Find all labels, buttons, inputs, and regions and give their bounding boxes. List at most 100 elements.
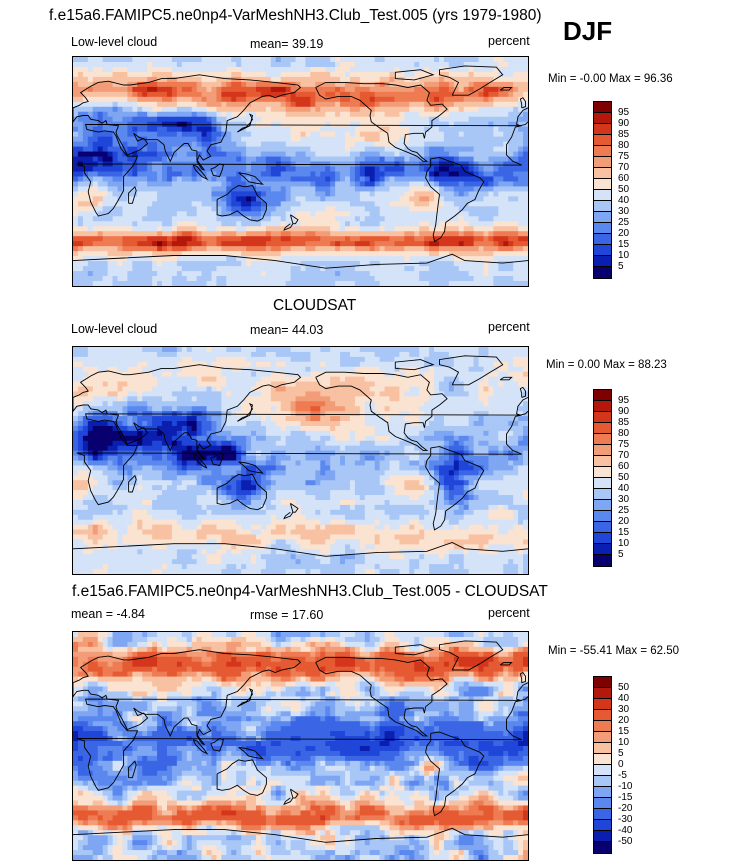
heatmap-cell xyxy=(290,361,297,368)
heatmap-cell xyxy=(419,141,425,148)
heatmap-cell xyxy=(231,261,237,267)
heatmap-cell xyxy=(473,181,480,188)
heatmap-cell xyxy=(107,171,114,178)
heatmap-cell xyxy=(147,151,153,158)
heatmap-cell xyxy=(458,151,465,158)
heatmap-cell xyxy=(458,57,465,63)
heatmap-cell xyxy=(488,96,494,103)
heatmap-cell xyxy=(102,251,109,257)
heatmap-cell xyxy=(117,86,124,93)
heatmap-cell xyxy=(82,191,89,197)
heatmap-cell xyxy=(275,231,282,237)
panel-2-units-label: percent xyxy=(488,320,530,334)
heatmap-cell xyxy=(201,206,208,212)
heatmap-cell xyxy=(508,161,514,168)
heatmap-cell xyxy=(429,101,435,108)
heatmap-cell xyxy=(87,57,94,63)
heatmap-cell xyxy=(241,201,247,207)
heatmap-cell xyxy=(162,71,168,78)
heatmap-cell xyxy=(127,271,133,277)
heatmap-cell xyxy=(82,76,89,83)
heatmap-cell xyxy=(265,376,272,383)
heatmap-cell xyxy=(305,226,311,232)
heatmap-cell xyxy=(270,166,277,173)
heatmap-cell xyxy=(493,106,499,113)
heatmap-cell xyxy=(285,116,292,123)
heatmap-cell xyxy=(92,371,99,378)
heatmap-cell xyxy=(206,251,213,257)
heatmap-cell xyxy=(379,281,386,286)
heatmap-cell xyxy=(196,146,203,153)
heatmap-cell xyxy=(389,361,396,368)
heatmap-cell xyxy=(280,281,287,286)
heatmap-cell xyxy=(270,191,277,197)
heatmap-cell xyxy=(438,106,445,113)
heatmap-cell xyxy=(226,166,232,173)
heatmap-cell xyxy=(488,126,494,133)
heatmap-cell xyxy=(275,71,282,78)
heatmap-cell xyxy=(196,251,203,257)
heatmap-cell xyxy=(448,271,455,277)
heatmap-cell xyxy=(137,151,143,158)
heatmap-cell xyxy=(404,196,410,202)
heatmap-cell xyxy=(290,186,297,193)
heatmap-cell xyxy=(166,251,173,257)
heatmap-cell xyxy=(260,371,267,378)
heatmap-cell xyxy=(285,231,292,237)
heatmap-cell xyxy=(176,131,183,138)
heatmap-cell xyxy=(369,66,376,73)
heatmap-cell xyxy=(92,241,99,247)
heatmap-cell xyxy=(483,226,490,232)
heatmap-cell xyxy=(152,176,158,183)
heatmap-cell xyxy=(251,126,257,133)
heatmap-cell xyxy=(369,91,376,98)
heatmap-cell xyxy=(379,181,386,188)
heatmap-cell xyxy=(448,366,455,373)
heatmap-cell xyxy=(349,211,356,217)
heatmap-cell xyxy=(186,246,193,252)
heatmap-cell xyxy=(87,256,94,262)
heatmap-cell xyxy=(364,226,371,232)
heatmap-cell xyxy=(369,356,376,363)
heatmap-cell xyxy=(478,251,485,257)
heatmap-cell xyxy=(112,96,119,103)
heatmap-cell xyxy=(330,151,336,158)
heatmap-cell xyxy=(196,351,203,358)
heatmap-cell xyxy=(468,211,475,217)
heatmap-cell xyxy=(87,136,94,143)
heatmap-cell xyxy=(493,351,499,358)
heatmap-cell xyxy=(97,156,104,163)
heatmap-cell xyxy=(137,116,143,123)
heatmap-cell xyxy=(453,191,460,197)
heatmap-cell xyxy=(162,271,168,277)
heatmap-cell xyxy=(488,276,494,282)
heatmap-cell xyxy=(216,57,222,63)
heatmap-cell xyxy=(523,366,528,373)
heatmap-cell xyxy=(87,376,94,383)
heatmap-cell xyxy=(399,66,405,73)
heatmap-cell xyxy=(438,181,445,188)
heatmap-cell xyxy=(231,201,237,207)
heatmap-cell xyxy=(236,57,242,63)
heatmap-cell xyxy=(166,116,173,123)
heatmap-cell xyxy=(523,146,528,153)
heatmap-cell xyxy=(162,106,168,113)
heatmap-cell xyxy=(384,196,391,202)
heatmap-cell xyxy=(162,256,168,262)
heatmap-cell xyxy=(206,61,213,68)
heatmap-cell xyxy=(320,126,326,133)
heatmap-cell xyxy=(513,86,519,93)
heatmap-cell xyxy=(330,181,336,188)
heatmap-cell xyxy=(211,131,218,138)
heatmap-cell xyxy=(186,256,193,262)
heatmap-cell xyxy=(364,61,371,68)
heatmap-cell xyxy=(374,66,381,73)
heatmap-cell xyxy=(246,126,252,133)
heatmap-cell xyxy=(349,246,356,252)
heatmap-cell xyxy=(201,347,208,353)
heatmap-cell xyxy=(315,206,321,212)
heatmap-cell xyxy=(483,186,490,193)
heatmap-cell xyxy=(201,231,208,237)
heatmap-cell xyxy=(424,71,430,78)
heatmap-cell xyxy=(473,366,480,373)
